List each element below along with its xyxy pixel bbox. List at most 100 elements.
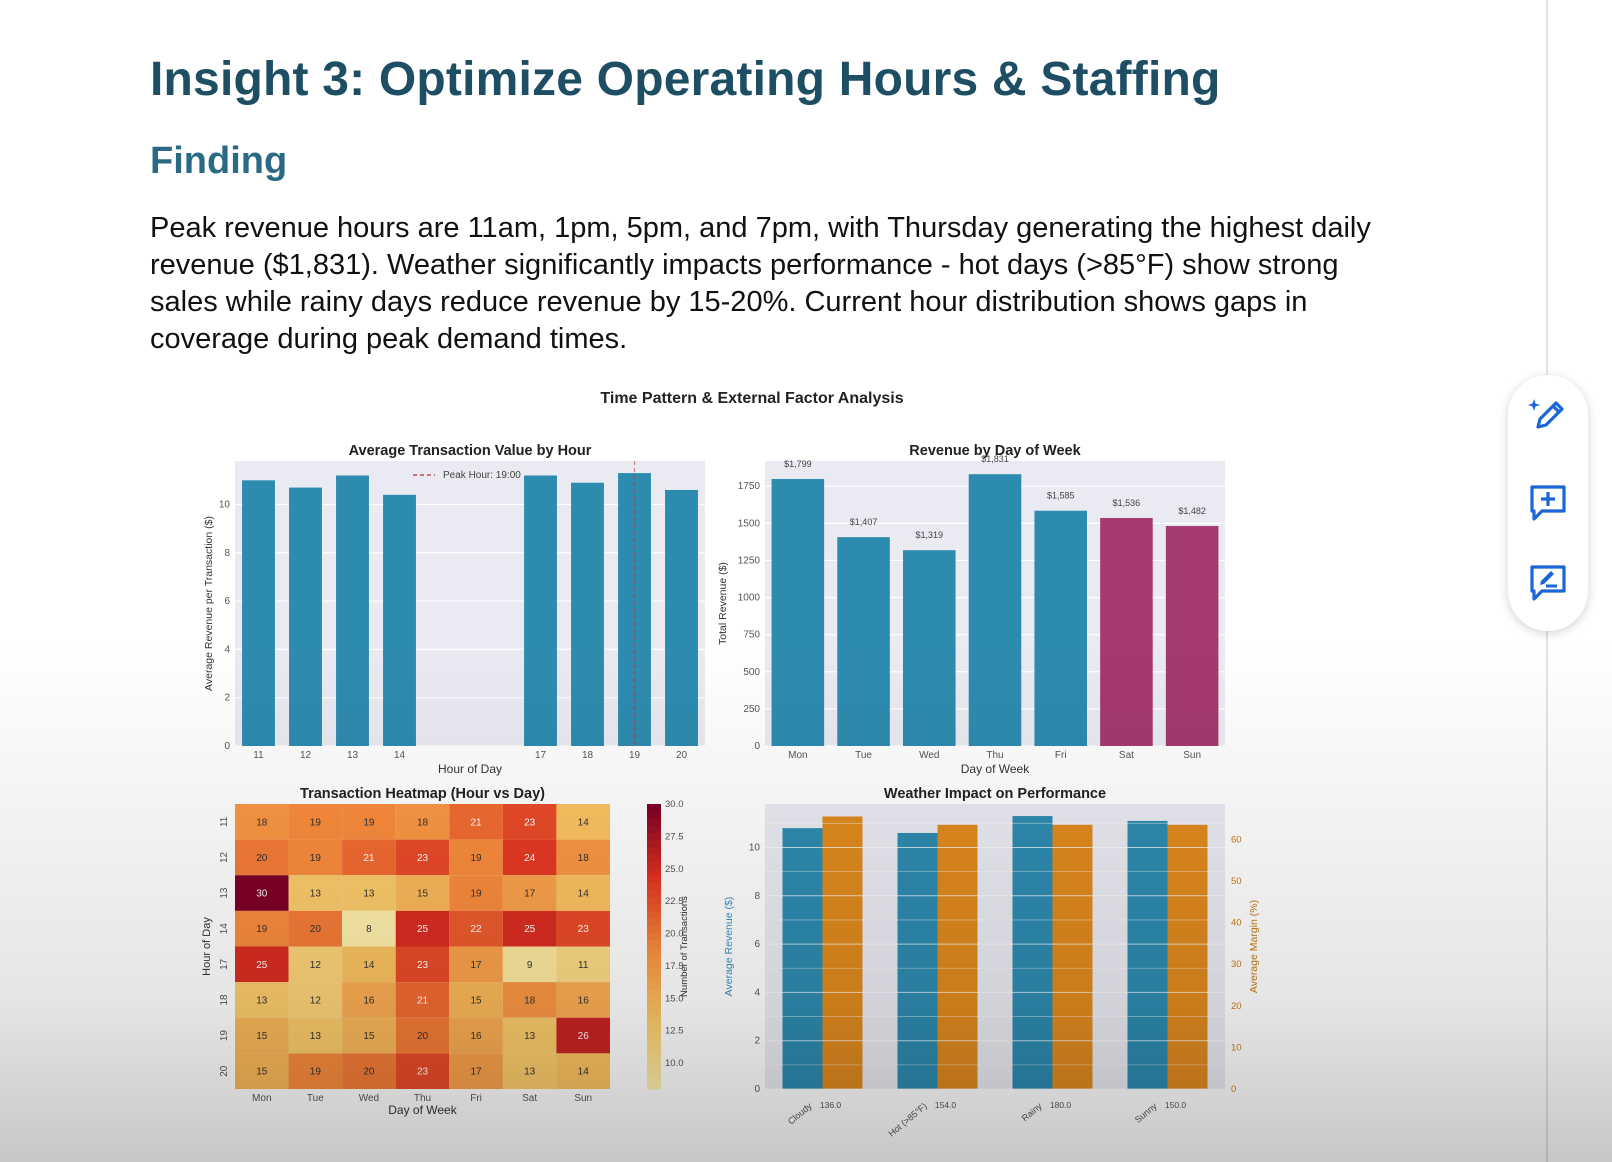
heatmap-cell: [235, 804, 289, 840]
chart4-bar-label: 154.0: [935, 1100, 957, 1110]
heatmap-cell: [342, 1017, 396, 1054]
colorbar-segment: [647, 918, 661, 926]
colorbar-segment: [647, 1081, 661, 1090]
chart2-bar-Sat: [1100, 518, 1153, 746]
colorbar-segment: [647, 853, 661, 862]
colorbar-segment: [647, 825, 661, 834]
chart4-y2tick-label: 20: [1231, 1001, 1242, 1012]
heatmap-cell: [235, 839, 289, 876]
colorbar-label: Number of Transactions: [679, 896, 690, 997]
chart4-title: Weather Impact on Performance: [884, 786, 1106, 802]
colorbar-segment: [647, 1053, 661, 1062]
colorbar-segment: [647, 839, 661, 848]
heatmap-cell: [556, 804, 610, 840]
colorbar-tick-label: 12.5: [665, 1026, 684, 1037]
colorbar-tick-label: 10.0: [665, 1058, 684, 1069]
colorbar-tick-label: 17.5: [665, 961, 684, 972]
heatmap-cell: [449, 982, 503, 1018]
heatmap-cell: [449, 946, 503, 983]
chart1-title: Average Transaction Value by Hour: [349, 443, 592, 459]
colorbar-tick-label: 22.5: [665, 896, 684, 907]
heatmap-cell: [395, 1053, 450, 1089]
chart2-data-label: $1,585: [1047, 491, 1075, 501]
colorbar-segment: [647, 1060, 661, 1069]
colorbar-segment: [647, 1017, 661, 1026]
heatmap-cell: [502, 910, 557, 947]
heatmap-cell-label: 21: [417, 995, 429, 1006]
chart2-xlabel: Day of Week: [961, 762, 1030, 776]
chart1-bar-17: [524, 475, 557, 746]
heatmap-cell-label: 19: [310, 853, 322, 864]
heatmap-cell-label: 17: [524, 889, 536, 900]
heatmap-cell-label: 20: [256, 853, 268, 864]
colorbar-tick-label: 27.5: [665, 831, 684, 842]
chart2-xtick-label: Fri: [1055, 750, 1067, 761]
colorbar-segment: [647, 875, 661, 883]
colorbar-segment: [647, 1067, 661, 1076]
heatmap-cell-label: 30: [256, 889, 268, 900]
chart2-data-label: $1,799: [784, 459, 812, 469]
heatmap-cell-label: 15: [256, 1031, 268, 1042]
chart4-y2tick-label: 0: [1231, 1084, 1236, 1095]
heatmap-cell: [288, 1053, 343, 1089]
chart4-bar-label: 180.0: [1050, 1100, 1072, 1110]
heatmap-cell-label: 19: [471, 889, 483, 900]
heatmap-cell: [449, 1053, 503, 1089]
chart1-xtick-label: 17: [535, 750, 547, 761]
heatmap-cell: [395, 1017, 450, 1054]
colorbar-segment: [647, 903, 661, 912]
chart1-xtick-label: 12: [300, 750, 312, 761]
chart1-bar-18: [571, 482, 604, 746]
chart2-ytick-label: 0: [754, 741, 760, 752]
chart4-ylabel: Average Revenue ($): [723, 897, 735, 997]
colorbar-segment: [647, 953, 661, 962]
chart2-bar-Tue: [837, 537, 890, 746]
heatmap-cell: [556, 875, 610, 911]
colorbar-segment: [647, 910, 661, 919]
chart4-bar-label: 136.0: [820, 1100, 842, 1110]
heatmap-cell-label: 19: [363, 817, 375, 828]
heatmap-cell: [556, 1053, 610, 1089]
figure-title: Time Pattern & External Factor Analysis: [600, 390, 903, 407]
heatmap-cell: [556, 946, 610, 983]
colorbar-segment: [647, 882, 661, 891]
chart2-bar-Fri: [1034, 510, 1087, 746]
heatmap-cell-label: 17: [471, 1067, 483, 1078]
heatmap-cell-label: 16: [363, 995, 375, 1006]
chart4-y2tick-label: 30: [1231, 959, 1242, 970]
heatmap-cell-label: 19: [310, 1067, 322, 1078]
heatmap-cell-label: 19: [310, 817, 322, 828]
heatmap-cell-label: 18: [256, 817, 268, 828]
chart4-bar-label: 150.0: [1165, 1100, 1187, 1110]
chart1-ylabel: Average Revenue per Transaction ($): [203, 516, 215, 691]
colorbar-segment: [647, 868, 661, 876]
chart2-ytick-label: 500: [743, 667, 760, 678]
chart2-data-label: $1,831: [981, 454, 1009, 464]
heatmap-cell-label: 20: [417, 1031, 429, 1042]
colorbar-segment: [647, 939, 661, 948]
colorbar-segment: [647, 975, 661, 983]
chart1-ytick-label: 10: [219, 499, 231, 510]
document-page: Insight 3: Optimize Operating Hours & St…: [150, 53, 1371, 1139]
colorbar-segment: [647, 1074, 661, 1083]
add-comment-button[interactable]: [1524, 479, 1572, 527]
heatmap-cell: [288, 875, 343, 911]
chart2-bar-Sun: [1165, 526, 1219, 746]
chart2-data-label: $1,536: [1113, 498, 1141, 508]
colorbar-segment: [647, 846, 661, 855]
colorbar-segment: [647, 1010, 661, 1019]
chart3-ytick-label: 17: [219, 958, 230, 970]
heatmap-cell: [502, 804, 557, 840]
chart4-xtick-label: Cloudy: [786, 1101, 814, 1127]
colorbar-tick-label: 25.0: [665, 864, 684, 875]
heatmap-cell-label: 19: [256, 924, 268, 935]
heatmap-cell-label: 13: [256, 995, 268, 1006]
chart2-data-label: $1,319: [916, 530, 944, 540]
chart3-xtick-label: Fri: [470, 1093, 482, 1104]
suggest-edit-button[interactable]: [1524, 559, 1572, 607]
chart2-xtick-label: Sun: [1183, 750, 1201, 761]
colorbar-segment: [647, 925, 661, 933]
ai-edit-button[interactable]: [1524, 391, 1572, 439]
heatmap-cell-label: 13: [524, 1067, 536, 1078]
heatmap-cell-label: 18: [417, 817, 429, 828]
